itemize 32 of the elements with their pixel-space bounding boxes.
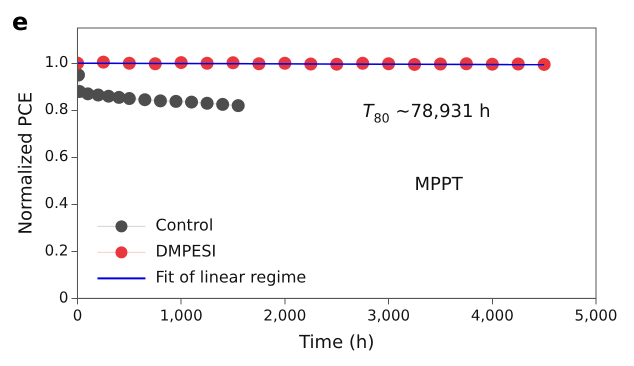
- y-tick-label: 0.4: [44, 194, 68, 212]
- point: [185, 96, 198, 109]
- point: [122, 92, 136, 106]
- point: [102, 90, 116, 103]
- x-tick-label: 2,000: [263, 306, 306, 324]
- point: [200, 96, 214, 110]
- legend-label: DMPESI: [155, 242, 216, 261]
- x-tick-label: 4,000: [470, 306, 514, 324]
- legend-label: Control: [155, 216, 214, 235]
- point: [112, 90, 126, 104]
- x-tick-label: 3,000: [367, 306, 410, 324]
- y-tick-label: 0.6: [44, 147, 68, 166]
- x-tick-label: 1,000: [160, 306, 203, 324]
- x-tick-label: 5,000: [574, 306, 618, 324]
- point: [232, 99, 245, 112]
- point: [169, 94, 182, 108]
- annotation: MPPT: [414, 174, 464, 196]
- point: [92, 88, 105, 102]
- point: [216, 98, 230, 111]
- y-tick-label: 0.2: [44, 241, 68, 260]
- x-axis-title: Time (h): [298, 332, 374, 353]
- point: [538, 58, 551, 71]
- y-tick-label: 1.0: [44, 53, 68, 72]
- chart-title: e: [12, 8, 28, 36]
- legend-label: Fit of linear regime: [155, 268, 306, 287]
- point: [154, 94, 167, 108]
- y-axis-title: Normalized PCE: [15, 92, 36, 234]
- point: [81, 87, 94, 100]
- y-tick-label: 0: [58, 288, 68, 306]
- y-tick-label: 0.8: [44, 100, 68, 118]
- point: [138, 93, 152, 106]
- x-tick-label: 0: [72, 306, 82, 324]
